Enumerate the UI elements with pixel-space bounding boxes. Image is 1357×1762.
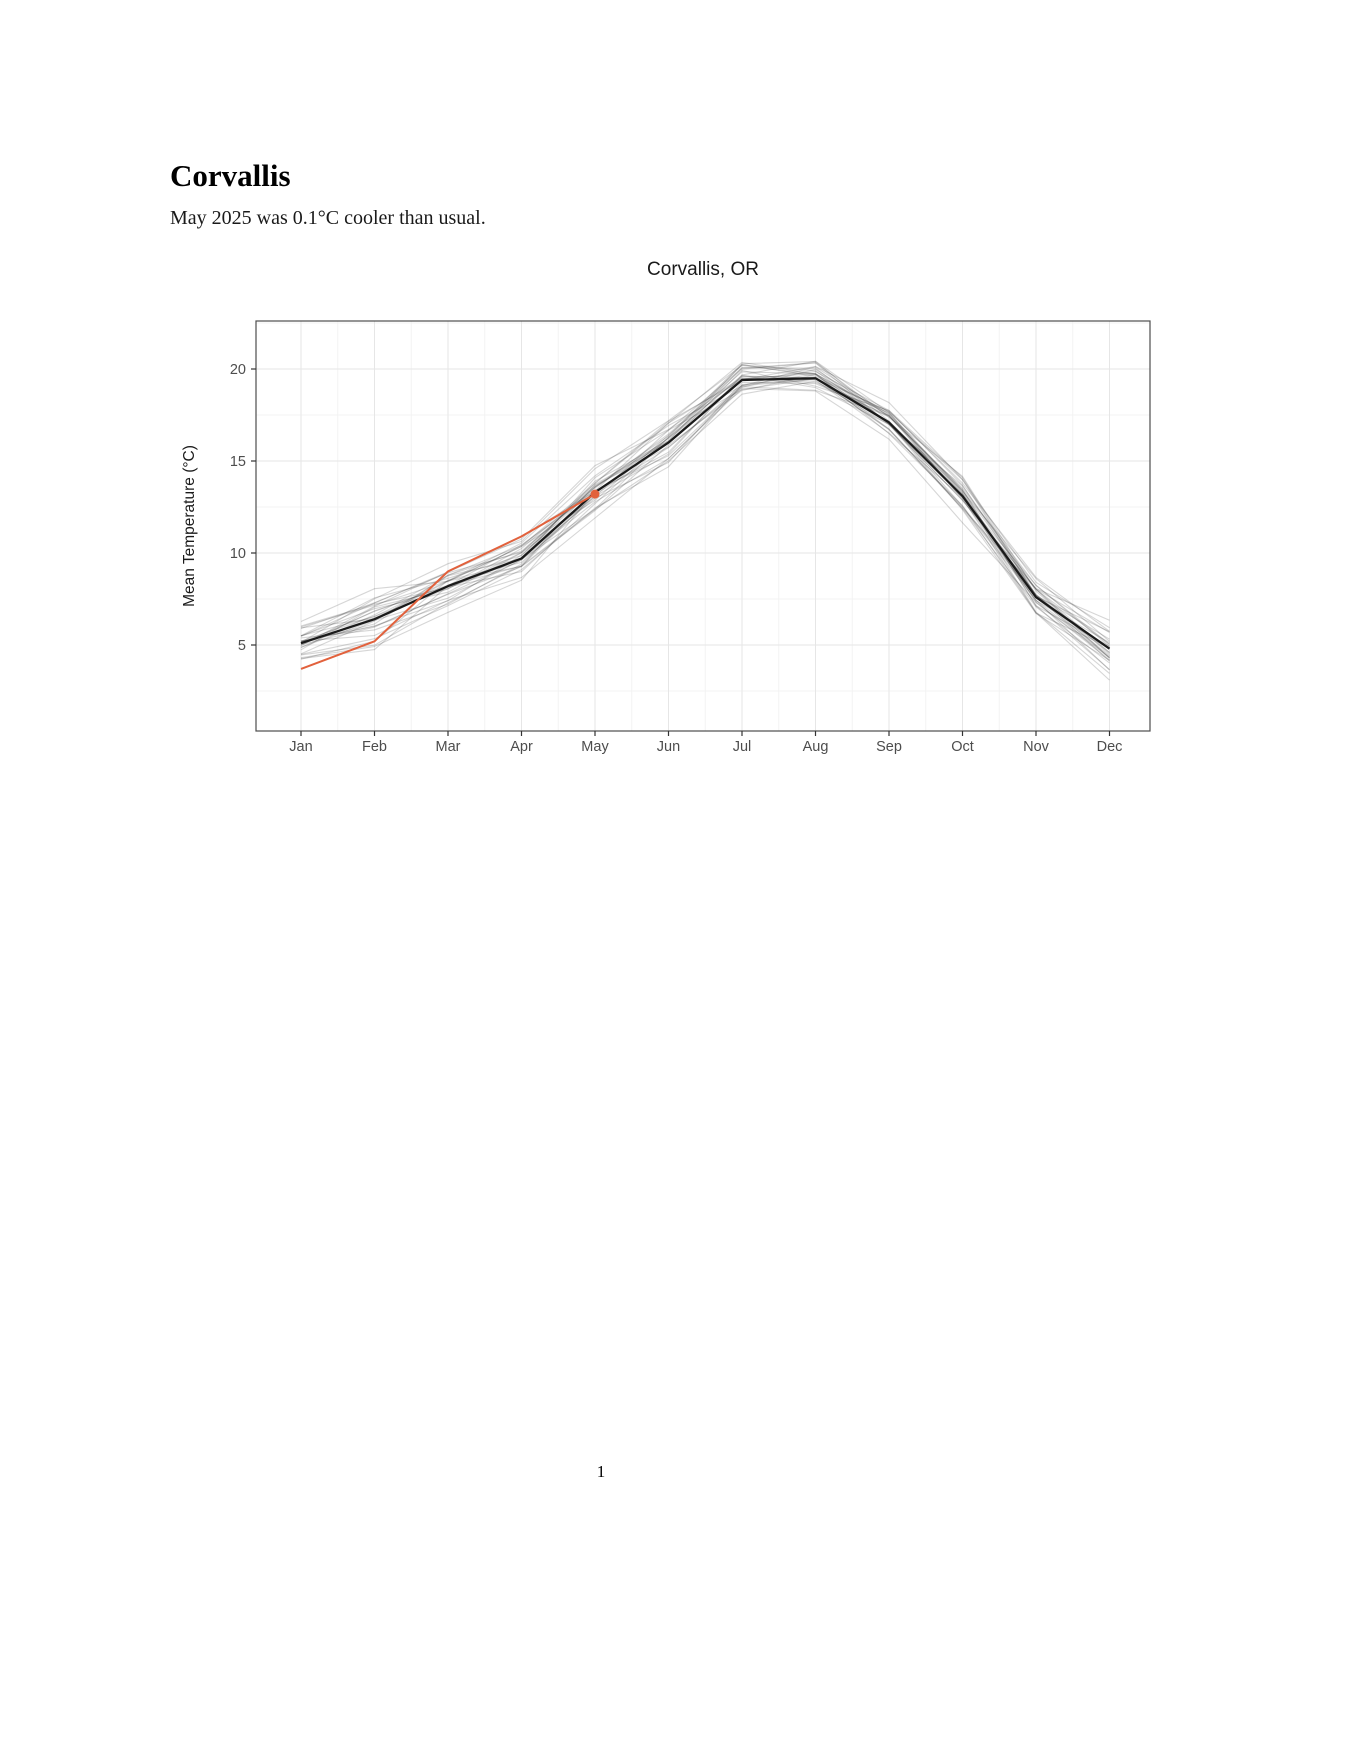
x-tick-label: Dec [1097, 739, 1123, 755]
year-line [300, 365, 1110, 642]
year-line [300, 360, 1110, 660]
x-tick-label: Apr [510, 739, 533, 755]
year-line [300, 375, 1110, 648]
year-line [300, 388, 1110, 659]
figure: Corvallis, OR Mean Temperature (°C) Jan F… [170, 248, 1170, 773]
year-line [300, 363, 1110, 644]
x-tick-label: Jun [657, 739, 680, 755]
y-tick-label: 15 [230, 454, 246, 470]
x-tick-label: May [581, 739, 609, 755]
year-line [300, 366, 1110, 662]
x-tick-label: Sep [876, 739, 902, 755]
current-year-line [300, 493, 596, 670]
year-line [300, 377, 1110, 661]
x-tick-label: Aug [803, 739, 829, 755]
year-line [300, 369, 1110, 659]
y-tick-label: 5 [238, 638, 246, 654]
x-tick-label: Mar [436, 739, 461, 755]
y-axis-title: Mean Temperature (°C) [181, 445, 198, 607]
page-title: Corvallis [170, 158, 291, 193]
x-tick-label: Jul [733, 739, 752, 755]
temperature-chart: Corvallis, OR Mean Temperature (°C) Jan F… [181, 259, 1151, 755]
page-subtitle: May 2025 was 0.1°C cooler than usual. [170, 207, 486, 229]
x-tick-label: Jan [289, 739, 312, 755]
year-line [300, 371, 1110, 640]
plot-panel: Jan Feb Mar Apr May Jun Jul Aug Sep Oct Nov Dec 5 10 1… [230, 320, 1151, 755]
x-tick-label: Feb [362, 739, 387, 755]
year-line [300, 380, 1110, 646]
year-line [300, 373, 1110, 671]
year-line [300, 374, 1110, 645]
year-line [300, 378, 1110, 655]
panel-border [255, 320, 1151, 732]
mean-line [300, 377, 1111, 650]
y-tick-label: 20 [230, 362, 246, 378]
x-tick-label: Nov [1023, 739, 1050, 755]
current-year-point [590, 489, 600, 499]
year-line [300, 378, 1110, 645]
x-tick-label: Oct [951, 739, 974, 755]
year-line [300, 362, 1110, 643]
year-line [300, 362, 1110, 655]
page-number: 1 [596, 1462, 606, 1481]
y-tick-label: 10 [230, 546, 246, 562]
chart-title: Corvallis, OR [647, 259, 759, 280]
year-line [300, 364, 1110, 671]
